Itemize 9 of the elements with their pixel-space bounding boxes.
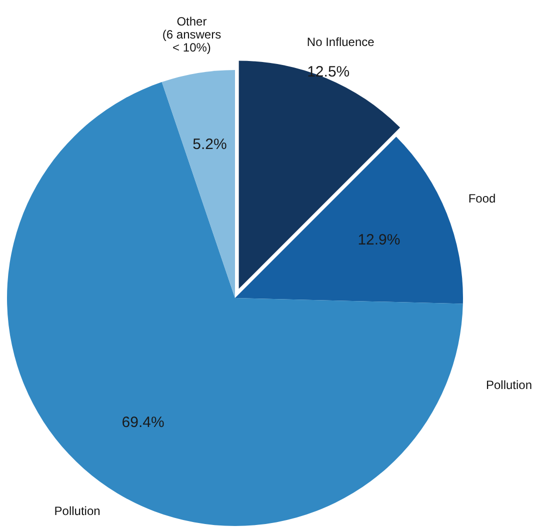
slice-label: Food [468,191,496,206]
slice-label: No Influence [306,35,375,50]
data-label: 12.9% [358,231,400,248]
data-label: 5.2% [192,136,227,153]
data-label: 12.5% [307,64,350,81]
slice-label: Other (6 answers < 10%) [162,14,222,55]
data-label: 69.4% [122,414,164,431]
text: Pollution [486,378,532,392]
slice-label: Pollution [54,504,100,518]
